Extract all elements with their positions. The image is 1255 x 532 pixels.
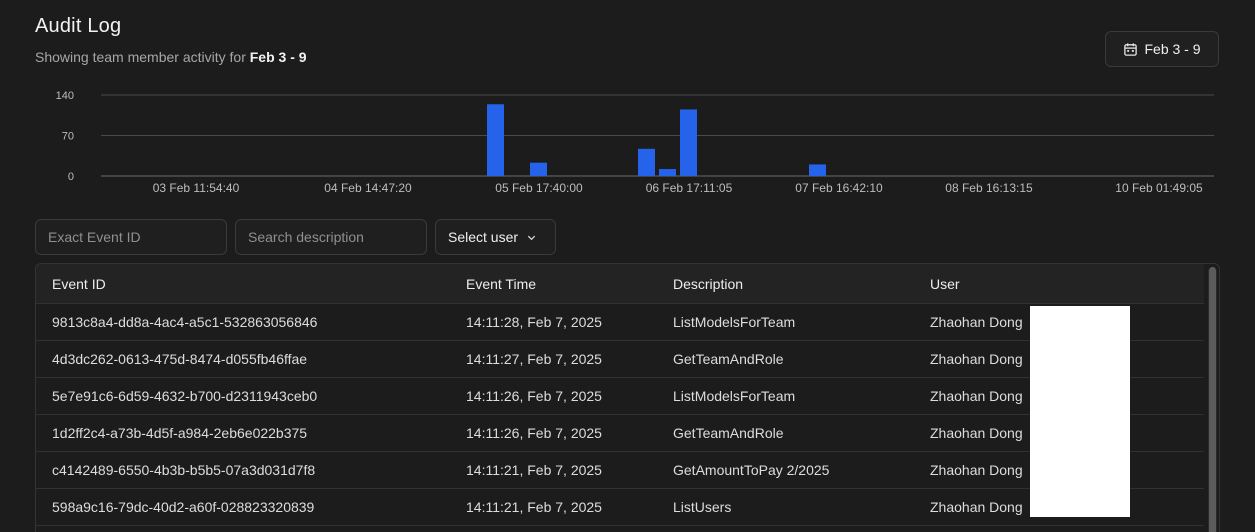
user-cell: Zhaohan Dong [930,499,1023,515]
y-tick-label: 0 [68,171,74,183]
description-search-input[interactable] [248,229,414,245]
event-time-cell: 14:11:26, Feb 7, 2025 [466,425,602,441]
description-cell: ListModelsForTeam [673,314,796,330]
table-row[interactable]: 1d2ff2c4-a73b-4d5f-a984-2eb6e022b375 14:… [36,415,1204,452]
redaction-box [1030,306,1130,517]
user-cell: Zhaohan Dong [930,351,1023,367]
chart-bar[interactable] [680,109,697,176]
event-time-cell: 14:11:26, Feb 7, 2025 [466,388,602,404]
description-cell: GetTeamAndRole [673,425,784,441]
x-tick-label: 04 Feb 14:47:20 [324,181,412,195]
activity-chart: 140 70 0 03 Feb 11:54:40 04 Feb 14:47:20 05 F… [56,90,1214,195]
x-tick-label: 07 Feb 16:42:10 [795,181,883,195]
y-tick-label: 140 [56,90,74,102]
table-row[interactable]: 598a9c16-79dc-40d2-a60f-028823320839 14:… [36,489,1204,526]
subtitle-prefix: Showing team member activity for [35,49,250,65]
page-title: Audit Log [35,15,122,37]
user-cell: Zhaohan Dong [930,314,1023,330]
table-header-row: Event ID Event Time Description User [36,264,1204,304]
event-time-cell: 14:11:21, Feb 7, 2025 [466,462,602,478]
table-row[interactable]: 9813c8a4-dd8a-4ac4-a5c1-532863056846 14:… [36,304,1204,341]
event-id-cell: 598a9c16-79dc-40d2-a60f-028823320839 [52,499,315,515]
column-header-event-time[interactable]: Event Time [466,275,537,292]
date-range-label: Feb 3 - 9 [1144,41,1201,57]
user-cell: Zhaohan Dong [930,388,1023,404]
column-header-event-id[interactable]: Event ID [52,275,106,292]
description-cell: GetTeamAndRole [673,351,784,367]
chart-bar[interactable] [809,164,826,176]
x-tick-label: 10 Feb 01:49:05 [1115,181,1203,195]
table-scrollbar[interactable] [1208,267,1217,532]
y-tick-label: 70 [62,131,74,143]
page-subtitle: Showing team member activity for Feb 3 -… [35,49,307,65]
x-tick-label: 05 Feb 17:40:00 [495,181,583,195]
description-cell: ListModelsForTeam [673,388,796,404]
scrollbar-thumb[interactable] [1209,267,1216,532]
event-id-cell: 4d3dc262-0613-475d-8474-d055fb46ffae [52,351,308,367]
user-cell: Zhaohan Dong [930,425,1023,441]
column-header-description[interactable]: Description [673,275,744,292]
event-time-cell: 14:11:28, Feb 7, 2025 [466,314,602,330]
event-id-filter[interactable] [35,219,227,255]
chevron-down-icon [526,232,537,243]
table-row[interactable]: 5e7e91c6-6d59-4632-b700-d2311943ceb0 14:… [36,378,1204,415]
table-row[interactable]: 4d3dc262-0613-475d-8474-d055fb46ffae 14:… [36,341,1204,378]
chart-bar[interactable] [659,169,676,176]
event-id-cell: c4142489-6550-4b3b-b5b5-07a3d031d7f8 [52,462,316,478]
chart-bar[interactable] [638,148,655,176]
chart-bar[interactable] [530,162,547,176]
x-tick-label: 03 Feb 11:54:40 [153,181,240,195]
select-user-label: Select user [448,229,519,245]
event-id-cell: 5e7e91c6-6d59-4632-b700-d2311943ceb0 [52,388,318,404]
event-id-cell: 1d2ff2c4-a73b-4d5f-a984-2eb6e022b375 [52,425,308,441]
event-time-cell: 14:11:27, Feb 7, 2025 [466,351,602,367]
event-id-cell: 9813c8a4-dd8a-4ac4-a5c1-532863056846 [52,314,318,330]
event-id-input[interactable] [48,229,214,245]
audit-log-table: Event ID Event Time Description User 981… [35,263,1220,532]
date-range-button[interactable]: Feb 3 - 9 [1105,31,1219,67]
user-cell: Zhaohan Dong [930,462,1023,478]
calendar-icon [1123,42,1138,57]
table-row[interactable]: c4142489-6550-4b3b-b5b5-07a3d031d7f8 14:… [36,452,1204,489]
x-tick-label: 06 Feb 17:11:05 [646,181,733,195]
select-user-dropdown[interactable]: Select user [435,219,556,255]
column-header-user[interactable]: User [930,275,960,292]
x-tick-label: 08 Feb 16:13:15 [945,181,1033,195]
description-filter[interactable] [235,219,427,255]
subtitle-range: Feb 3 - 9 [249,49,307,65]
chart-bar[interactable] [487,104,504,176]
description-cell: ListUsers [673,499,732,515]
description-cell: GetAmountToPay 2/2025 [673,462,830,478]
event-time-cell: 14:11:21, Feb 7, 2025 [466,499,602,515]
